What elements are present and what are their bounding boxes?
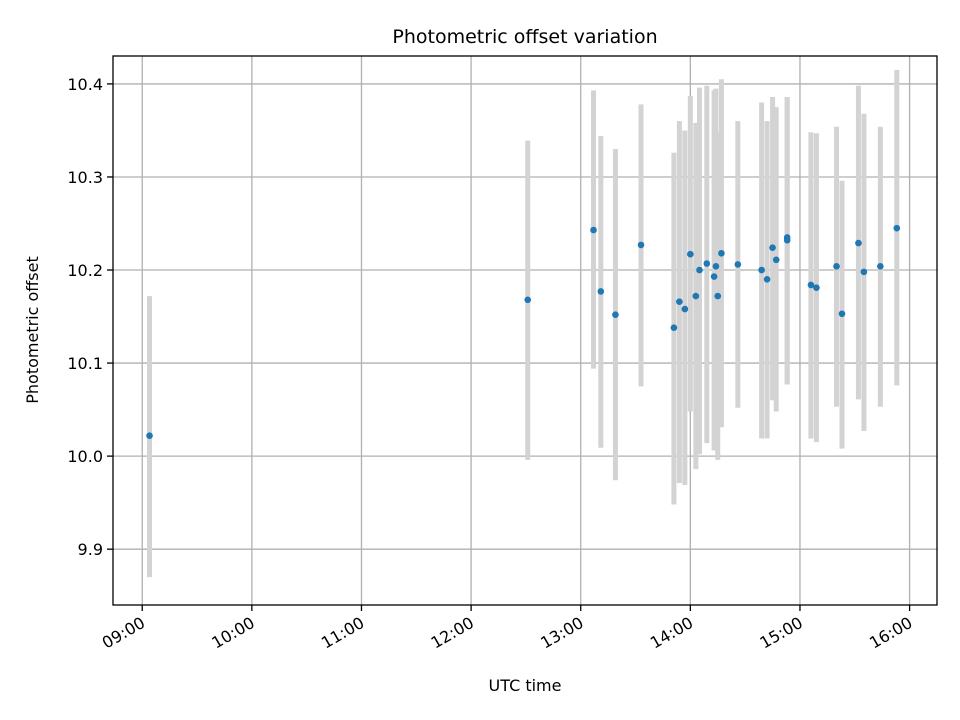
data-point — [833, 262, 840, 270]
y-tick-label: 10.2 — [67, 261, 103, 280]
data-point — [703, 260, 711, 267]
data-point — [769, 244, 776, 251]
y-tick-label: 10.4 — [67, 75, 103, 94]
data-point — [855, 239, 862, 247]
y-axis-label: Photometric offset — [23, 256, 42, 404]
data-point — [714, 292, 722, 300]
data-point — [710, 273, 718, 280]
y-tick-label: 10.0 — [67, 447, 103, 466]
marker-layer — [146, 224, 901, 439]
data-point — [670, 324, 678, 332]
data-point — [758, 266, 765, 274]
x-axis-label: UTC time — [489, 676, 562, 695]
data-point — [712, 262, 720, 270]
data-point — [763, 276, 771, 283]
data-point — [696, 266, 703, 274]
plot-frame — [112, 55, 938, 606]
data-point — [860, 268, 868, 276]
y-tick-label: 9.9 — [78, 540, 103, 559]
data-point — [676, 298, 683, 305]
data-point — [734, 261, 742, 268]
data-point — [637, 241, 645, 249]
data-point — [718, 249, 725, 257]
data-point — [807, 281, 815, 289]
data-point — [524, 296, 532, 304]
data-point — [687, 250, 694, 258]
data-point — [612, 311, 619, 318]
data-point — [893, 224, 901, 232]
data-point — [597, 288, 605, 295]
grid-layer — [113, 56, 937, 605]
data-point — [877, 262, 884, 270]
data-point — [146, 432, 153, 439]
data-point — [772, 256, 780, 264]
data-point — [838, 310, 846, 318]
data-point — [590, 226, 597, 234]
y-tick-label: 10.1 — [67, 354, 103, 373]
data-point — [692, 292, 700, 300]
data-point — [681, 305, 689, 313]
data-point — [783, 236, 791, 244]
chart-title: Photometric offset variation — [392, 26, 657, 48]
y-tick-label: 10.3 — [67, 168, 103, 187]
data-point — [813, 284, 820, 291]
